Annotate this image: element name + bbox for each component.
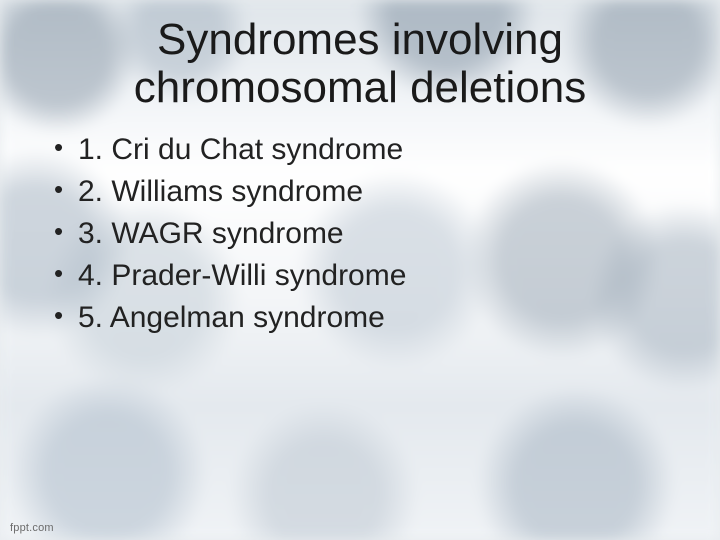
bullet-list: 1. Cri du Chat syndrome 2. Williams synd…	[30, 129, 690, 339]
list-item: 2. Williams syndrome	[54, 171, 690, 213]
list-item: 3. WAGR syndrome	[54, 213, 690, 255]
watermark-text: fppt.com	[10, 522, 54, 534]
slide: Syndromes involving chromosomal deletion…	[0, 0, 720, 540]
list-item: 5. Angelman syndrome	[54, 297, 690, 339]
slide-title: Syndromes involving chromosomal deletion…	[80, 16, 640, 111]
list-item: 4. Prader-Willi syndrome	[54, 255, 690, 297]
list-item: 1. Cri du Chat syndrome	[54, 129, 690, 171]
